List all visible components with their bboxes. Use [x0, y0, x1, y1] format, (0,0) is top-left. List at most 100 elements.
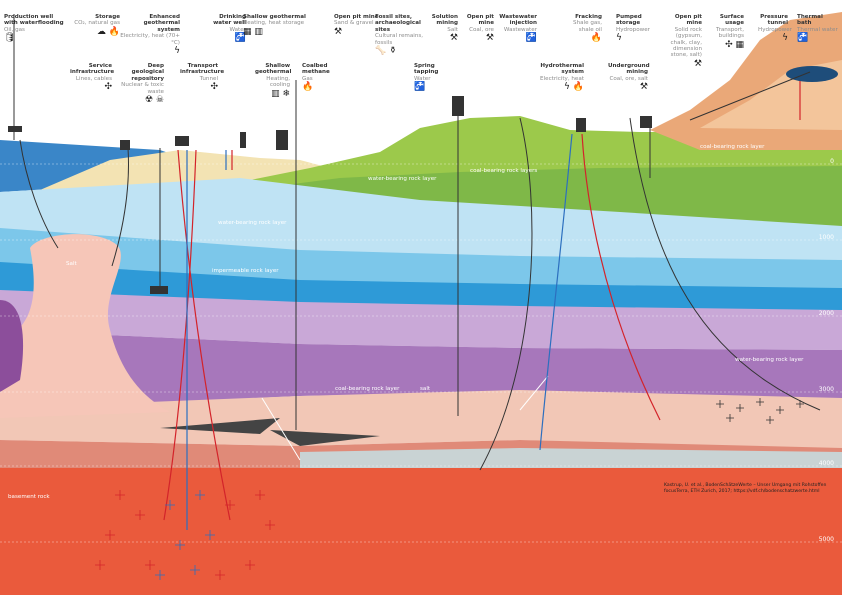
use-icon: ϟ: [782, 33, 788, 44]
use-icon: 🚰: [234, 33, 246, 44]
label-title: Open pit mine: [674, 14, 702, 27]
label-title: Open pit mine: [334, 14, 379, 20]
label-open-pit-rock: Open pit mine Solid rock (gypsum, chalk, …: [668, 14, 702, 69]
source-citation: Kastrup, U. et al., BodenSchätzeWerte – …: [664, 483, 827, 494]
purple-edge: [0, 300, 24, 392]
label-subtitle: Salt: [447, 26, 458, 33]
label-drinking-water: Drinking water well Water 🚰: [200, 14, 246, 44]
layer-coal-top: coal-bearing rock layer: [700, 144, 765, 150]
repository: [150, 286, 168, 294]
use-icon: ⚒: [639, 82, 648, 93]
use-icon: ✣: [210, 82, 218, 93]
use-icon: ⚒: [485, 33, 494, 44]
salt-dome: [0, 234, 170, 418]
label-title: Deep geological repository: [131, 63, 164, 82]
label-subtitle: Gas: [302, 75, 313, 82]
label-subtitle: Tunnel: [199, 75, 218, 82]
label-title: Production well with waterflooding: [4, 14, 64, 27]
label-subtitle: Shale gas, shale oil: [573, 20, 602, 33]
label-title: Storage: [95, 14, 120, 20]
label-title: Spring tapping: [414, 63, 439, 76]
label-subtitle: Hydropower: [758, 26, 792, 33]
use-icon: ✣: [104, 82, 112, 93]
label-subtitle: Hydropower: [616, 26, 650, 33]
label-title: Hydrothermal system: [540, 63, 584, 76]
depth-4000: 4000: [818, 460, 834, 467]
label-title: Thermal bath: [797, 14, 823, 27]
label-solution-mining: Solution mining Salt ⚒: [420, 14, 458, 43]
layer-impermeable: impermeable rock layer: [212, 268, 279, 274]
band-blue: [0, 228, 842, 290]
label-title: Surface usage: [719, 14, 744, 27]
use-icon: 🔥: [302, 82, 314, 93]
band-basement: [0, 468, 842, 595]
label-subtitle: Solid rock (gypsum, chalk, clay, dimensi…: [670, 26, 702, 59]
label-title: Enhanced geothermal system: [143, 14, 180, 33]
label-title: Transport infrastructure: [180, 63, 225, 76]
label-subtitle: Heating, heat storage: [243, 20, 305, 27]
band-purple: [0, 330, 842, 410]
layer-coal-2: coal-bearing rock layers: [470, 168, 538, 174]
depth-5000: 5000: [818, 536, 834, 543]
label-title: Wastewater injection: [499, 14, 537, 27]
use-icon: ✣ ▦: [725, 39, 744, 50]
band-pink: [0, 390, 842, 450]
label-title: Shallow geothermal: [255, 63, 292, 76]
use-icon: ⚒: [334, 26, 343, 37]
label-subtitle: Thermal water: [797, 26, 838, 33]
label-shallow-geothermal-top: Shallow geothermal Heating, heat storage ▦…: [243, 14, 313, 37]
use-icon: ϟ: [616, 33, 622, 44]
layer-water-3: water-bearing rock layer: [735, 357, 804, 363]
label-subtitle: Electricity, heat: [540, 75, 584, 82]
coal-lens: [160, 418, 280, 434]
depth-3000: 3000: [818, 386, 834, 393]
label-subtitle: Oil, gas: [4, 26, 25, 33]
label-subtitle: Transport, buildings: [715, 26, 744, 40]
label-subtitle: Heating, cooling: [266, 75, 290, 89]
label-storage: Storage CO₂, natural gas ☁ 🔥: [70, 14, 120, 37]
label-title: Open pit mine: [466, 14, 494, 27]
label-pumped-storage: Pumped storage Hydropower ϟ: [616, 14, 666, 44]
coal-lens-2: [270, 430, 380, 446]
label-fracking: Fracking Shale gas, shale oil 🔥: [560, 14, 602, 43]
label-hydrothermal: Hydrothermal system Electricity, heat ϟ 🔥: [536, 63, 584, 93]
label-transport-infra: Transport infrastructure Tunnel ✣: [180, 63, 225, 93]
use-icon: ϟ: [174, 46, 180, 57]
label-subtitle: Sand & gravel: [334, 20, 374, 27]
depth-0: 0: [830, 158, 834, 165]
label-wastewater: Wastewater injection Wastewater 🚰: [495, 14, 537, 44]
depth-1000: 1000: [818, 234, 834, 241]
label-thermal-bath: Thermal bath Thermal water 🚰: [797, 14, 839, 43]
label-title: Solution mining: [431, 14, 458, 27]
label-subtitle: Coal, ore, salt: [609, 75, 648, 82]
use-icon: 🚰: [525, 33, 537, 44]
use-icon: 🛢: [4, 33, 16, 44]
label-subtitle: Water: [229, 26, 246, 33]
label-open-pit-coal: Open pit mine Coal, ore ⚒: [456, 14, 494, 44]
use-icon: ☢ ☠: [145, 95, 164, 106]
label-subtitle: CO₂, natural gas: [74, 20, 120, 27]
label-title: Pumped storage: [616, 14, 642, 27]
depth-2000: 2000: [818, 310, 834, 317]
label-title: Coalbed methane: [302, 63, 330, 76]
layer-salt: Salt: [66, 261, 77, 267]
label-pressure-tunnel: Pressure tunnel Hydropower ϟ: [758, 14, 792, 44]
label-title: Drinking water well: [213, 14, 246, 27]
label-subtitle: Wastewater: [503, 26, 537, 33]
label-fossil-sites: Fossil sites, archaeological sites Cultur…: [375, 14, 437, 57]
label-spring-tapping: Spring tapping Water 🚰: [414, 63, 458, 93]
use-icon: ⚒: [693, 58, 702, 69]
label-service-infra: Service infrastructure Lines, cables ✣: [70, 63, 114, 93]
label-enhanced-geothermal: Enhanced geothermal system Electricity, h…: [120, 14, 180, 57]
use-icon: ▥ ❄: [271, 88, 290, 99]
label-subtitle: Water: [414, 75, 431, 82]
use-icon: 🦴 ⚱: [375, 46, 397, 57]
use-icon: ▦ ▥: [243, 26, 263, 37]
use-icon: 🚰: [414, 82, 426, 93]
label-shallow-geothermal: Shallow geothermal Heating, cooling ▥ ❄: [255, 63, 292, 99]
layer-basement: basement rock: [8, 494, 50, 500]
use-icon: ϟ 🔥: [563, 82, 584, 93]
layer-water-2: water-bearing rock layer: [218, 220, 287, 226]
band-lightblue: [0, 178, 842, 262]
fault-line-2: [519, 375, 549, 411]
